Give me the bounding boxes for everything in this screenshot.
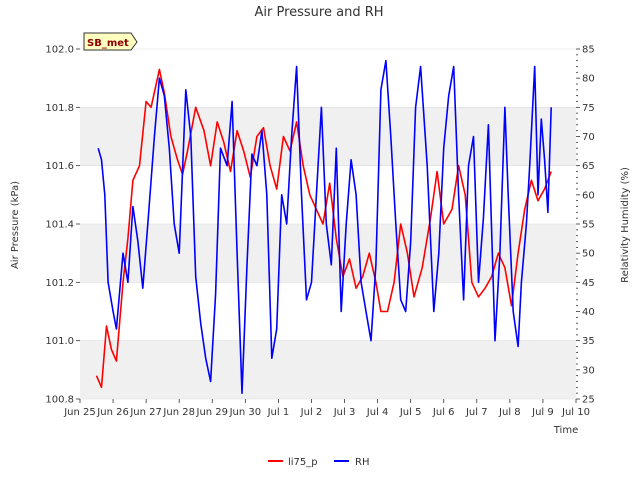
x-tick-label: Jul 6 [432, 407, 455, 418]
station-badge-label: SB_met [87, 38, 129, 49]
x-axis-label: Time [553, 425, 578, 436]
y2-tick-label: 45 [582, 278, 595, 289]
y2-axis-label: Relativity Humidity (%) [620, 167, 631, 283]
x-axis: Jun 25 Jun 26 Jun 27 Jun 28 Jun 29 Jun 30 Jul … [63, 399, 590, 418]
y-tick-label: 101.2 [45, 278, 74, 289]
y2-tick-label: 65 [582, 161, 595, 172]
y2-tick-label: 70 [582, 132, 595, 143]
x-tick-label: Jul 7 [465, 407, 488, 418]
station-badge-box [83, 32, 138, 51]
x-tick-label: Jun 29 [196, 407, 229, 418]
y-axis-label: Air Pressure (kPa) [10, 181, 21, 269]
x-tick-label: Jul 1 [267, 407, 290, 418]
x-tick-label: Jun 26 [96, 407, 129, 418]
y-tick-label: 100.8 [45, 395, 74, 406]
band [80, 340, 576, 399]
x-tick-label: Jun 30 [229, 407, 262, 418]
band [80, 282, 576, 341]
series-line-li75_p [95, 68, 552, 389]
series-line-rh [97, 59, 552, 395]
y-axis-right: 25 30 35 40 45 50 55 60 65 70 75 80 85 [576, 45, 595, 406]
y2-tick-label: 75 [582, 103, 595, 114]
y-tick-label: 101.0 [45, 336, 74, 347]
legend-label-rh: RH [355, 457, 369, 468]
y2-tick-label: 35 [582, 336, 595, 347]
y2-tick-label: 50 [582, 249, 595, 260]
gridlines [80, 48, 576, 400]
legend: li75_p RH [268, 457, 369, 468]
legend-label-li75_p: li75_p [288, 457, 318, 468]
x-tick-label: Jul 9 [531, 407, 554, 418]
station-badge: SB_met [83, 32, 138, 51]
x-tick-label: Jul 3 [333, 407, 356, 418]
y2-tick-label: 25 [582, 395, 595, 406]
x-tick-label: Jul 4 [366, 407, 389, 418]
y-tick-label: 101.4 [45, 220, 74, 231]
x-tick-label: Jul 10 [561, 407, 590, 418]
y-axis-left: 100.8 101.0 101.2 101.4 101.6 101.8 102.0 [45, 45, 80, 406]
x-tick-label: Jul 2 [300, 407, 323, 418]
y2-tick-label: 55 [582, 220, 595, 231]
y-tick-label: 101.8 [45, 103, 74, 114]
y-tick-label: 101.6 [45, 161, 74, 172]
band [80, 107, 576, 166]
y2-tick-label: 40 [582, 307, 595, 318]
y2-tick-label: 80 [582, 74, 595, 85]
y2-tick-label: 60 [582, 190, 595, 201]
chart-title: Air Pressure and RH [254, 5, 383, 20]
x-tick-label: Jun 28 [162, 407, 195, 418]
x-tick-label: Jul 8 [498, 407, 521, 418]
y2-tick-label: 85 [582, 45, 595, 56]
band [80, 49, 576, 108]
y-tick-label: 102.0 [45, 45, 74, 56]
y2-tick-label: 30 [582, 365, 595, 376]
x-tick-label: Jun 27 [129, 407, 162, 418]
x-tick-label: Jun 25 [63, 407, 96, 418]
x-tick-label: Jul 5 [399, 407, 422, 418]
series-layer [95, 59, 552, 395]
